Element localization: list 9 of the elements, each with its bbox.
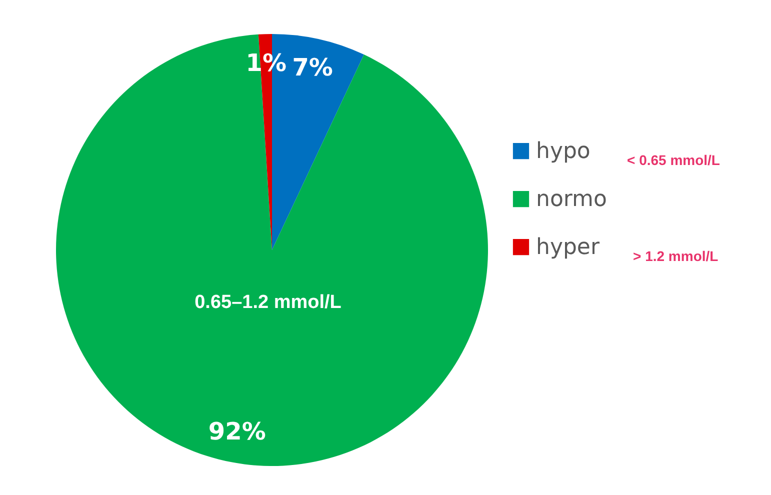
text: 0.65–1.2 mmol/L — [194, 292, 342, 313]
text: > 1.2 mmol/L — [633, 248, 719, 264]
legend-label: hyper — [536, 235, 600, 260]
legend-label: hypo — [536, 139, 590, 164]
text: < 0.65 mmol/L — [627, 152, 720, 168]
data-label: 7% — [292, 53, 333, 82]
data-label: 92% — [208, 418, 266, 446]
legend-label: normo — [536, 187, 607, 212]
pie-slice — [56, 34, 488, 466]
